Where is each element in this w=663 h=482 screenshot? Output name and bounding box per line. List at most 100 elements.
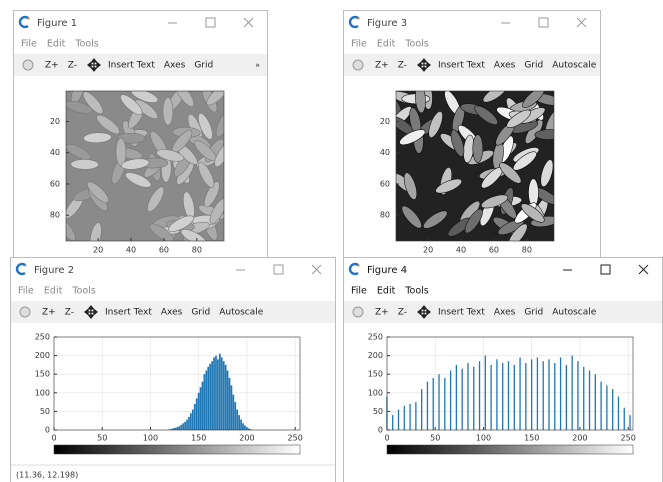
toolbar-button[interactable]: Grid <box>194 61 213 71</box>
menu-item[interactable]: Edit <box>44 286 63 297</box>
toolbar-button[interactable]: Axes <box>164 61 186 71</box>
bar <box>438 374 440 430</box>
bar <box>542 361 544 430</box>
bar <box>490 364 492 430</box>
bar <box>467 363 469 430</box>
app-icon-accent <box>27 17 30 20</box>
rotate-tool[interactable] <box>352 306 364 318</box>
toolbar <box>14 54 267 76</box>
toolbar-button[interactable]: Z+ <box>375 61 389 71</box>
menu-item[interactable]: Tools <box>404 39 428 50</box>
toolbar-button[interactable]: Autoscale <box>552 308 597 318</box>
maximize-button[interactable] <box>600 264 611 275</box>
grain <box>125 172 152 188</box>
toolbar-button[interactable]: Autoscale <box>219 308 264 318</box>
grain <box>89 222 102 241</box>
menu-item[interactable]: Tools <box>71 286 95 297</box>
toolbar-button[interactable]: Axes <box>161 308 183 318</box>
axes-bg <box>54 337 300 430</box>
x-tick-label: 100 <box>476 434 491 443</box>
bar <box>226 370 229 430</box>
menu-item[interactable]: File <box>351 286 367 297</box>
toolbar-button[interactable]: Autoscale <box>552 61 597 71</box>
y-tick-label: 100 <box>35 388 50 397</box>
bar <box>199 387 202 430</box>
toolbar-button[interactable]: Z- <box>398 308 407 318</box>
maximize-button[interactable] <box>273 264 284 275</box>
close-button[interactable] <box>576 17 587 28</box>
bar <box>244 425 246 430</box>
y-tick-label: 200 <box>35 351 50 360</box>
menu-item[interactable]: Tools <box>74 39 98 50</box>
toolbar-button[interactable]: Axes <box>494 308 516 318</box>
pan-tool[interactable] <box>417 305 431 319</box>
status-bar: (11.36, 12.198) <box>16 471 78 480</box>
bar <box>209 363 212 430</box>
menu-item[interactable]: Edit <box>47 39 66 50</box>
x-tick-label: 100 <box>143 434 158 443</box>
toolbar-button[interactable]: Z+ <box>375 308 389 318</box>
toolbar-button[interactable]: Insert Text <box>105 308 152 318</box>
bar <box>571 355 573 430</box>
grain <box>66 100 93 114</box>
axes-frame <box>395 90 555 242</box>
x-tick-label: 250 <box>288 434 303 443</box>
toolbar-button[interactable]: Z- <box>65 308 74 318</box>
rotate-tool[interactable] <box>22 59 34 71</box>
app-icon-accent <box>24 264 27 267</box>
toolbar-button[interactable]: Insert Text <box>438 61 485 71</box>
toolbar-button[interactable]: Insert Text <box>108 61 155 71</box>
bar <box>184 421 186 430</box>
toolbar-button[interactable]: Axes <box>494 61 516 71</box>
close-button[interactable] <box>243 17 254 28</box>
toolbar-button[interactable]: Grid <box>191 308 210 318</box>
close-button[interactable] <box>638 264 649 275</box>
maximize-button[interactable] <box>205 17 216 28</box>
bar <box>193 403 196 430</box>
image <box>396 91 554 241</box>
menu-item[interactable]: Tools <box>404 286 428 297</box>
app-icon <box>348 15 359 29</box>
app-icon <box>15 262 26 276</box>
menu-item[interactable]: Edit <box>377 39 396 50</box>
grain <box>506 109 531 128</box>
maximize-button[interactable] <box>538 17 549 28</box>
window-title: Figure 2 <box>34 265 74 276</box>
menu-item[interactable]: File <box>21 39 37 50</box>
toolbar-button[interactable]: Grid <box>524 61 543 71</box>
bar <box>623 407 625 430</box>
bar <box>191 409 194 430</box>
rotate-tool[interactable] <box>352 59 364 71</box>
grain <box>83 132 112 144</box>
grain <box>435 178 463 194</box>
bar <box>530 359 533 430</box>
x-tick-label: 50 <box>430 434 440 443</box>
toolbar-button[interactable]: Z+ <box>42 308 56 318</box>
menu-item[interactable]: File <box>351 39 367 50</box>
bar <box>548 359 550 430</box>
rotate-tool[interactable] <box>19 306 31 318</box>
y-tick-label: 40 <box>50 148 60 157</box>
toolbar-button[interactable]: Insert Text <box>438 308 485 318</box>
toolbar-button[interactable]: Z- <box>68 61 77 71</box>
close-button[interactable] <box>311 264 322 275</box>
grain <box>147 186 165 212</box>
pan-tool[interactable] <box>84 305 98 319</box>
y-tick-label: 200 <box>368 351 383 360</box>
toolbar-button[interactable]: Z- <box>398 61 407 71</box>
bar <box>519 357 521 430</box>
app-icon-accent <box>357 264 360 267</box>
x-tick-label: 200 <box>239 434 254 443</box>
toolbar-overflow[interactable]: » <box>255 61 260 70</box>
bar <box>415 402 417 430</box>
x-tick-label: 150 <box>524 434 539 443</box>
pan-tool[interactable] <box>87 58 101 72</box>
menu-item[interactable]: Edit <box>377 286 396 297</box>
bar <box>461 368 463 430</box>
toolbar-button[interactable]: Z+ <box>45 61 59 71</box>
menu-item[interactable]: File <box>18 286 34 297</box>
bar <box>617 396 620 430</box>
toolbar-button[interactable]: Grid <box>524 308 543 318</box>
pan-tool[interactable] <box>417 58 431 72</box>
window-title: Figure 1 <box>37 18 77 29</box>
